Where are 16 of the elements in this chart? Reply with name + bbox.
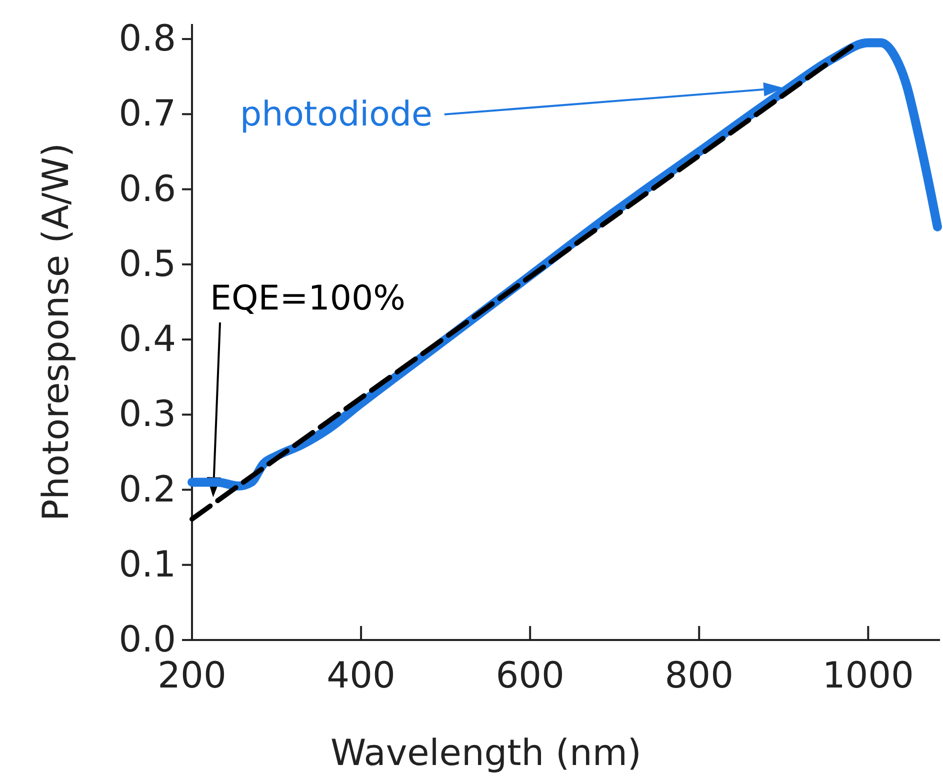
y-tick-label: 0.5: [118, 244, 176, 285]
y-axis-title: Photoresponse (A/W): [36, 142, 77, 522]
y-tick-label: 0.6: [118, 168, 176, 210]
y-tick-label: 0.3: [118, 394, 176, 436]
y-tick-label: 0.1: [118, 544, 176, 586]
y-tick-label: 0.4: [118, 319, 176, 360]
x-tick-label: 1000: [822, 656, 914, 697]
y-tick-label: 0.8: [118, 18, 176, 60]
x-tick-label: 400: [326, 656, 396, 697]
text: photodiode: [240, 94, 432, 134]
y-tick-label: 0.2: [118, 469, 176, 510]
series-label: EQE=100%: [210, 278, 406, 318]
y-tick-label: 0.7: [118, 94, 176, 135]
x-tick-label: 600: [496, 656, 564, 697]
x-axis-title: Wavelength (nm): [330, 733, 642, 774]
x-tick-label: 800: [664, 656, 734, 697]
